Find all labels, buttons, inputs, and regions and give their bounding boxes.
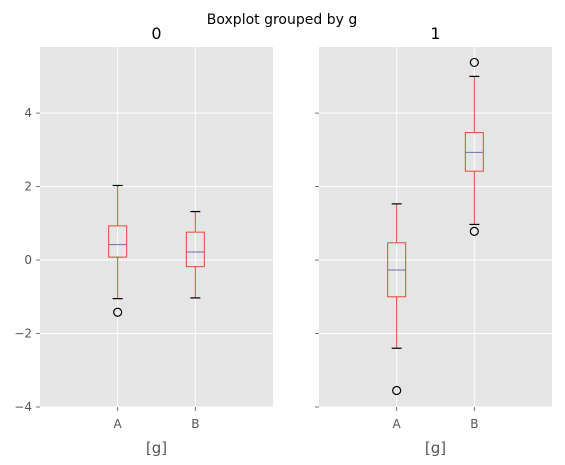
box-B	[464, 57, 484, 237]
outlier-point	[469, 57, 479, 68]
x-axis-label: [g]	[146, 439, 167, 457]
y-tick-label: 4	[24, 106, 32, 120]
y-tick-label: −4	[14, 400, 32, 414]
y-tick-label: −2	[14, 327, 32, 341]
iqr-box	[108, 225, 128, 258]
x-tick-label-A: A	[114, 417, 123, 431]
outlier-point	[469, 226, 479, 237]
box-B	[185, 210, 205, 299]
outlier-point	[392, 385, 402, 396]
y-tick-label: 2	[24, 180, 32, 194]
panel-background	[319, 47, 552, 407]
panel-1: A B 1 [g]	[315, 24, 552, 457]
y-tick-label: 0	[24, 253, 32, 267]
panel-title: 0	[151, 24, 161, 43]
box-A	[108, 184, 128, 317]
box-A	[387, 203, 407, 396]
iqr-box	[185, 231, 205, 268]
outlier-point	[113, 307, 123, 317]
x-axis-label: [g]	[425, 439, 446, 457]
x-tick-label-B: B	[470, 417, 478, 431]
panel-0: −4 −2 0 2 4 A B 0 [g]	[14, 24, 273, 457]
iqr-box	[464, 132, 484, 172]
panels: −4 −2 0 2 4 A B 0 [g] A B 1 [g]	[14, 24, 552, 457]
panel-title: 1	[430, 24, 440, 43]
x-tick-label-B: B	[191, 417, 199, 431]
figure-title: Boxplot grouped by g	[207, 12, 357, 28]
panel-background	[40, 47, 273, 407]
x-tick-label-A: A	[393, 417, 402, 431]
